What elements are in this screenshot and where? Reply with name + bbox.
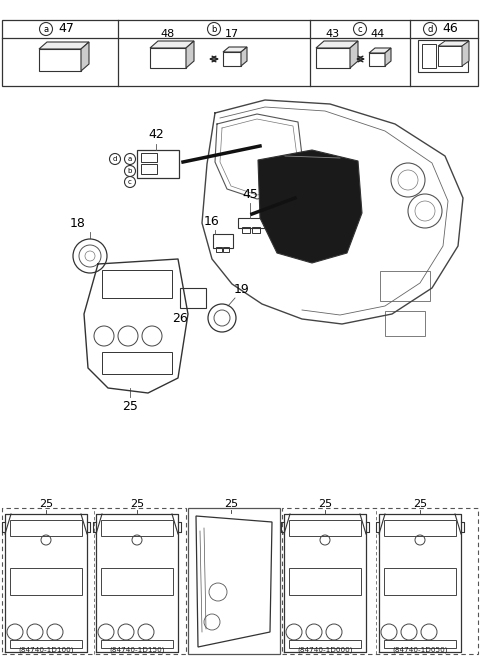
Text: a: a bbox=[128, 156, 132, 162]
Text: 25: 25 bbox=[122, 400, 138, 413]
Text: 43: 43 bbox=[326, 29, 340, 39]
Bar bbox=[385, 311, 425, 336]
Bar bbox=[2, 20, 478, 86]
Bar bbox=[101, 520, 173, 536]
Text: (84740-1D000): (84740-1D000) bbox=[297, 647, 353, 653]
Polygon shape bbox=[150, 41, 194, 48]
Text: b: b bbox=[128, 168, 132, 174]
Text: 26: 26 bbox=[172, 312, 188, 325]
Text: 25: 25 bbox=[130, 499, 144, 509]
Text: c: c bbox=[358, 24, 362, 33]
Text: (84740-1D150): (84740-1D150) bbox=[109, 647, 165, 653]
Bar bbox=[102, 270, 172, 298]
Bar bbox=[289, 568, 361, 595]
Bar bbox=[238, 218, 266, 228]
Text: (84740-1D100): (84740-1D100) bbox=[18, 647, 74, 653]
Bar bbox=[101, 640, 173, 648]
Bar bbox=[216, 247, 222, 252]
Text: 46: 46 bbox=[442, 22, 458, 35]
Polygon shape bbox=[438, 41, 469, 46]
Text: b: b bbox=[211, 24, 216, 33]
Polygon shape bbox=[316, 41, 358, 48]
Polygon shape bbox=[223, 47, 247, 52]
Bar bbox=[438, 46, 462, 66]
Bar bbox=[384, 640, 456, 648]
Bar bbox=[422, 44, 436, 68]
Text: c: c bbox=[128, 179, 132, 185]
Text: d: d bbox=[113, 156, 117, 162]
Text: d: d bbox=[427, 24, 432, 33]
Bar bbox=[418, 40, 468, 72]
Polygon shape bbox=[350, 41, 358, 68]
Bar bbox=[141, 153, 157, 162]
Text: 45: 45 bbox=[242, 188, 258, 201]
Bar bbox=[141, 164, 157, 174]
Text: 25: 25 bbox=[413, 499, 427, 509]
Bar bbox=[369, 53, 385, 66]
Text: 17: 17 bbox=[225, 29, 239, 39]
Text: 18: 18 bbox=[70, 217, 86, 230]
Text: 19: 19 bbox=[234, 283, 250, 296]
Polygon shape bbox=[81, 42, 89, 71]
Bar bbox=[384, 520, 456, 536]
Polygon shape bbox=[385, 48, 391, 66]
Bar bbox=[150, 48, 186, 68]
Bar bbox=[223, 52, 241, 66]
Polygon shape bbox=[258, 150, 362, 263]
Bar bbox=[213, 234, 233, 248]
Text: 42: 42 bbox=[148, 128, 164, 141]
Bar bbox=[242, 227, 250, 233]
Polygon shape bbox=[462, 41, 469, 66]
Polygon shape bbox=[39, 42, 89, 49]
Bar bbox=[10, 568, 82, 595]
Text: 47: 47 bbox=[58, 22, 74, 35]
Bar bbox=[137, 150, 179, 178]
Bar bbox=[289, 640, 361, 648]
Text: 48: 48 bbox=[161, 29, 175, 39]
Bar bbox=[10, 520, 82, 536]
Text: 25: 25 bbox=[224, 499, 238, 509]
Bar bbox=[252, 227, 260, 233]
Bar bbox=[282, 508, 478, 654]
Text: (84740-1D050): (84740-1D050) bbox=[392, 647, 448, 653]
Polygon shape bbox=[186, 41, 194, 68]
Bar bbox=[289, 520, 361, 536]
Text: a: a bbox=[43, 24, 48, 33]
Bar bbox=[188, 508, 280, 654]
Text: 25: 25 bbox=[39, 499, 53, 509]
Bar bbox=[39, 49, 81, 71]
Bar bbox=[316, 48, 350, 68]
Bar bbox=[380, 271, 430, 301]
Polygon shape bbox=[369, 48, 391, 53]
Polygon shape bbox=[241, 47, 247, 66]
Bar bbox=[2, 508, 186, 654]
Text: 16: 16 bbox=[204, 215, 220, 228]
Bar bbox=[101, 568, 173, 595]
Bar bbox=[223, 247, 229, 252]
Bar bbox=[10, 640, 82, 648]
Text: 25: 25 bbox=[318, 499, 332, 509]
Bar bbox=[180, 288, 206, 308]
Bar bbox=[384, 568, 456, 595]
Text: 44: 44 bbox=[371, 29, 385, 39]
Bar bbox=[102, 352, 172, 374]
